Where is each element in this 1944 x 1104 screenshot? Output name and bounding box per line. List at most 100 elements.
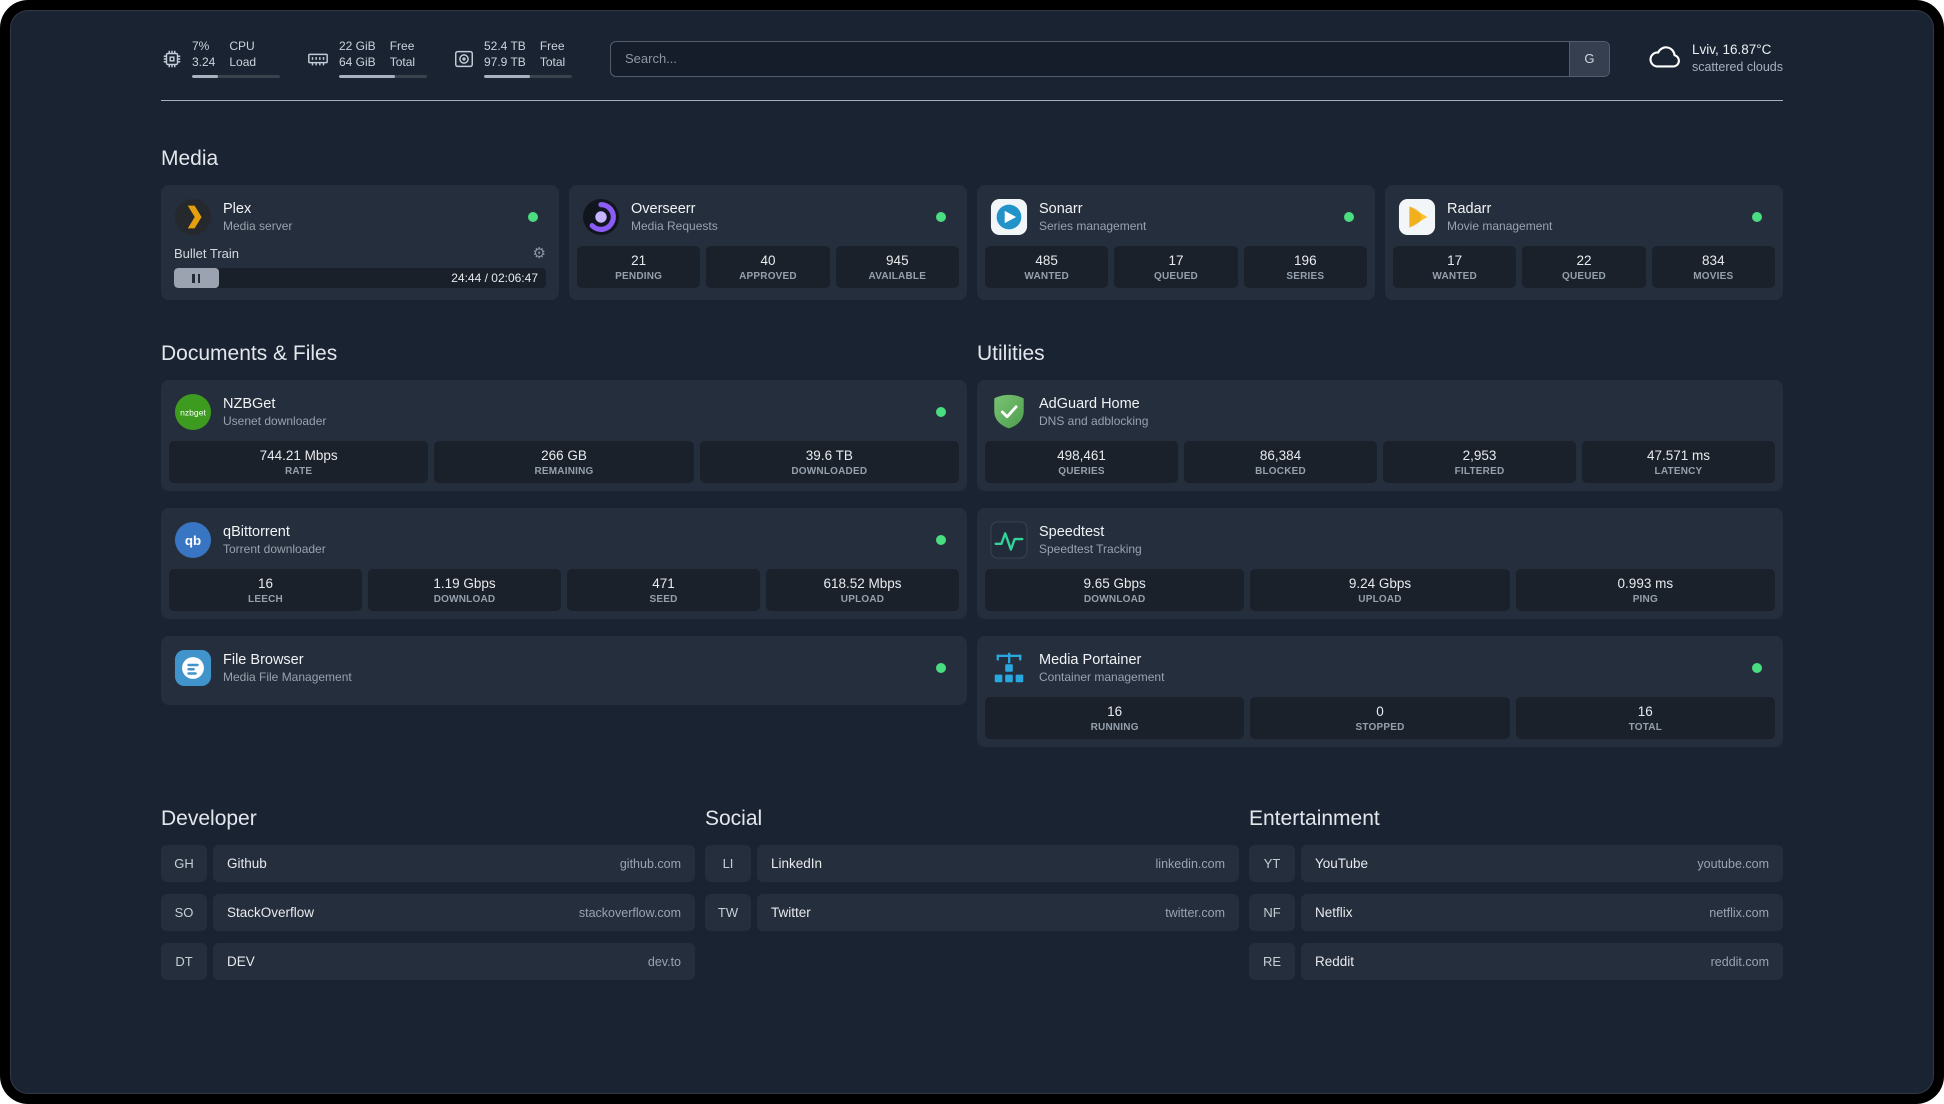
resource-usage-bar [339,75,427,79]
service-link-file-browser[interactable]: File Browser Media File Management [169,644,959,697]
stat-label: DOWNLOAD [1083,594,1146,606]
stat-label: FILTERED [1454,466,1505,478]
status-dot-online [1344,212,1354,223]
service-stats: 9.65 Gbps DOWNLOAD 9.24 Gbps UPLOAD 0.993 ms… [985,569,1775,612]
sonarr-icon [990,198,1028,236]
bookmark-url: stackoverflow.com [578,905,681,920]
bookmark-name: StackOverflow [227,905,315,921]
bookmark-github[interactable]: GH Github github.com [161,845,695,883]
bookmark-twitter[interactable]: TW Twitter twitter.com [705,894,1239,932]
stat-label: SEED [649,594,678,606]
weather-location: Lviv, 16.87°C [1691,42,1772,58]
stat-value: 1.19 Gbps [433,576,496,592]
stat-value: 40 [760,253,776,269]
bookmark-youtube[interactable]: YT YouTube youtube.com [1249,845,1783,883]
stat-label: WANTED [1024,271,1069,283]
bookmark-group-social: Social LI LinkedIn linkedin.com TW Twitter twi… [705,807,1239,943]
resource-value: 64 GiB [339,54,376,69]
service-card-media-portainer: Media Portainer Container management 16 RUN… [977,636,1783,748]
playback-progress-bar[interactable]: 24:44 / 02:06:47 [174,268,546,289]
utilities-cards: AdGuard Home DNS and adblocking 498,461 QUE… [977,380,1783,748]
stat-value: 22 [1576,253,1592,269]
stat-running: 16 RUNNING [985,697,1245,740]
service-description: Movie management [1447,219,1553,234]
bookmark-stackoverflow[interactable]: SO StackOverflow stackoverflow.com [161,894,695,932]
service-card-qbittorrent: qb qBittorrent Torrent downloader 16 LEECH 1.… [161,508,967,620]
bookmark-name: Twitter [771,905,811,921]
stat-available: 945 AVAILABLE [835,246,959,289]
service-link-sonarr[interactable]: Sonarr Series management [985,193,1367,246]
status-dot-online [936,535,946,546]
stat-label: MOVIES [1693,271,1734,283]
service-name: Overseerr [631,201,696,218]
bookmark-abbr: LI [705,845,751,883]
bookmark-linkedin[interactable]: LI LinkedIn linkedin.com [705,845,1239,883]
status-dot-online [1752,663,1762,674]
stat-value: 16 [257,576,274,592]
service-description: Media server [223,219,293,234]
service-stats: 485 WANTED 17 QUEUED 196 SERIES [985,246,1367,289]
service-link-qbittorrent[interactable]: qb qBittorrent Torrent downloader [169,516,959,569]
stat-value: 0.993 ms [1617,576,1674,592]
section-title-utilities: Utilities [977,342,1045,366]
filebrowser-icon [174,649,212,687]
stat-value: 9.24 Gbps [1348,576,1412,592]
resource-label: Load [229,54,257,69]
service-link-overseerr[interactable]: Overseerr Media Requests [577,193,959,246]
bookmark-reddit[interactable]: RE Reddit reddit.com [1249,943,1783,981]
stat-label: LATENCY [1654,466,1703,478]
stat-value: 86,384 [1259,448,1302,464]
stat-movies: 834 MOVIES [1651,246,1775,289]
service-link-speedtest[interactable]: Speedtest Speedtest Tracking [985,516,1775,569]
stat-label: TOTAL [1628,722,1663,734]
gear-icon[interactable]: ⚙ [532,245,546,263]
bookmark-group-entertainment: Entertainment YT YouTube youtube.com NF Netfl… [1249,807,1783,992]
stat-downloaded: 39.6 TB DOWNLOADED [699,441,959,484]
resource-usage-bar [192,75,280,79]
service-card-overseerr: Overseerr Media Requests 21 PENDING 40 APPROV… [569,185,967,301]
pause-icon[interactable] [192,273,201,283]
status-dot-online [936,212,946,223]
bookmark-group-developer: Developer GH Github github.com SO StackOverfl… [161,807,695,992]
bookmark-dev[interactable]: DT DEV dev.to [161,943,695,981]
now-playing-title: Bullet Train [174,246,240,262]
search-input[interactable] [611,41,1569,76]
service-link-radarr[interactable]: Radarr Movie management [1393,193,1775,246]
resource-usage-bar [484,75,572,79]
stat-remaining: 266 GB REMAINING [434,441,694,484]
service-card-nzbget: nzbget NZBGet Usenet downloader 744.21 Mbps… [161,380,967,492]
stat-rate: 744.21 Mbps RATE [169,441,429,484]
service-link-media-portainer[interactable]: Media Portainer Container management [985,644,1775,697]
resource-label: Free [389,39,415,53]
weather-widget[interactable]: Lviv, 16.87°C scattered clouds [1648,41,1783,76]
service-link-plex[interactable]: Plex Media server [169,193,551,246]
stat-value: 17 [1447,253,1463,269]
service-description: Usenet downloader [223,414,327,429]
stat-label: WANTED [1432,271,1477,283]
stat-label: UPLOAD [1358,594,1402,606]
service-name: Plex [223,201,252,218]
service-description: Container management [1039,670,1165,685]
resource-label: Free [539,39,565,53]
service-link-adguard-home[interactable]: AdGuard Home DNS and adblocking [985,388,1775,441]
bookmark-abbr: YT [1249,845,1295,883]
service-card-sonarr: Sonarr Series management 485 WANTED 17 QUEUED… [977,185,1375,301]
service-link-nzbget[interactable]: nzbget NZBGet Usenet downloader [169,388,959,441]
bookmark-groups: Developer GH Github github.com SO StackOverfl… [161,807,1783,992]
stat-value: 16 [1637,704,1653,720]
stat-label: APPROVED [739,271,797,283]
search-provider-button[interactable]: G [1568,41,1609,76]
bookmark-url: dev.to [647,954,681,969]
bookmark-netflix[interactable]: NF Netflix netflix.com [1249,894,1783,932]
stat-download: 9.65 Gbps DOWNLOAD [985,569,1245,612]
service-stats: 744.21 Mbps RATE 266 GB REMAINING 39.6 TB DOW… [169,441,959,484]
stat-seed: 471 SEED [567,569,760,612]
documents-cards: nzbget NZBGet Usenet downloader 744.21 Mbps… [161,380,967,706]
playback-time: 24:44 / 02:06:47 [451,271,538,286]
memory-icon [306,48,330,70]
stat-queued: 17 QUEUED [1114,246,1238,289]
bookmark-url: linkedin.com [1155,856,1225,871]
disk-icon [453,48,475,70]
bookmark-abbr: NF [1249,894,1295,932]
stat-label: REMAINING [534,466,594,478]
